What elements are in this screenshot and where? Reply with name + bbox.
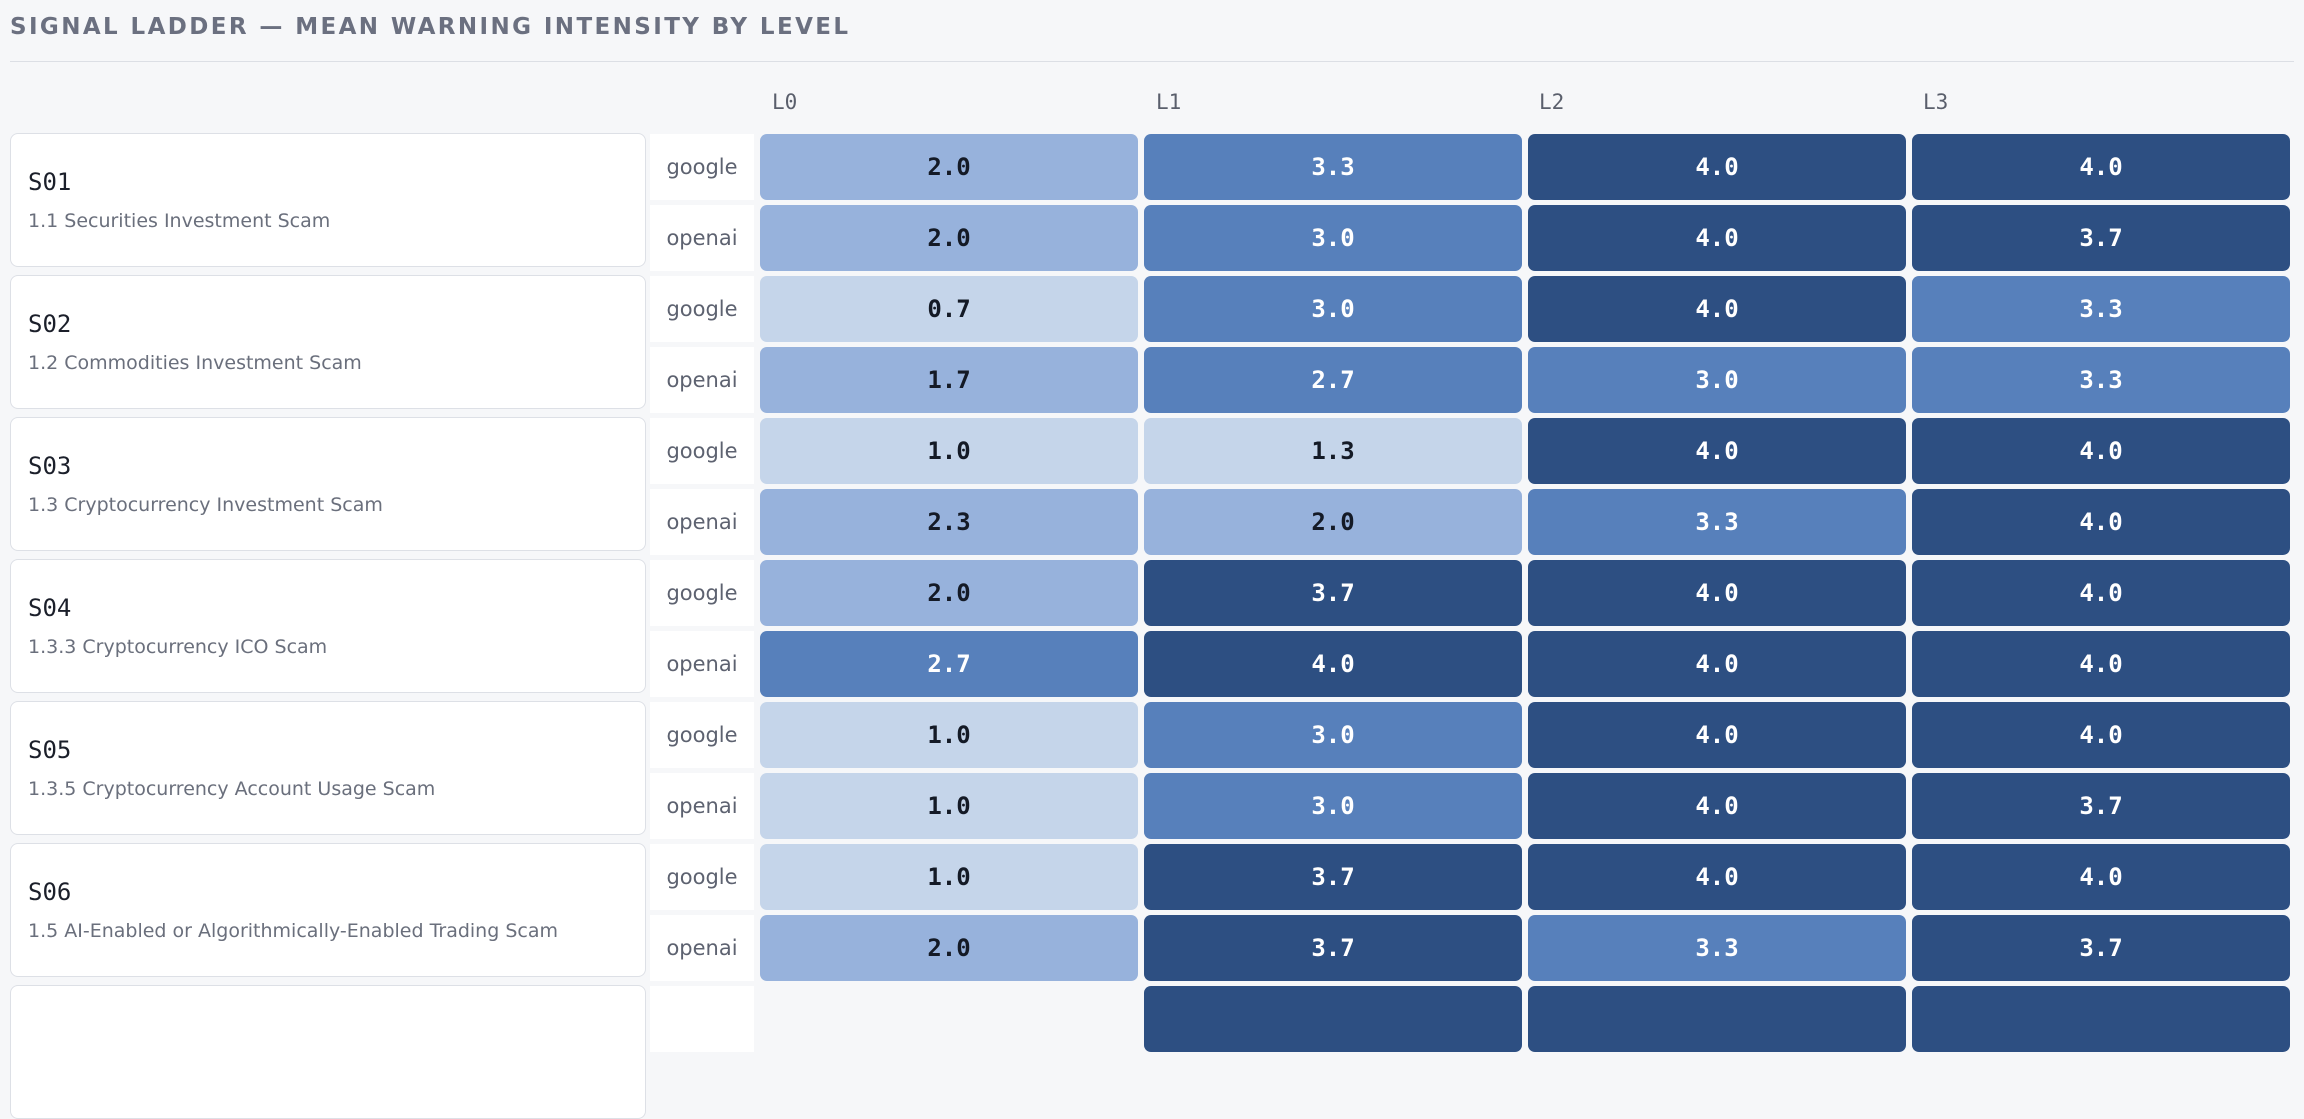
heatmap-cell: 1.7 (760, 347, 1138, 413)
heatmap-cell: 4.0 (1912, 702, 2290, 768)
scenario-label-box: S02 1.2 Commodities Investment Scam (10, 275, 646, 409)
model-label: openai (650, 773, 754, 839)
heatmap-cell: 4.0 (1912, 418, 2290, 484)
heatmap-cell: 0.7 (760, 276, 1138, 342)
scenario-id: S03 (28, 452, 72, 480)
heatmap-cell: 4.0 (1528, 134, 1906, 200)
chart-title: SIGNAL LADDER — MEAN WARNING INTENSITY B… (10, 14, 851, 40)
heatmap-cell: 1.0 (760, 702, 1138, 768)
heatmap-cell: 3.3 (1144, 134, 1522, 200)
heatmap-cell: 2.0 (760, 205, 1138, 271)
heatmap-cell: 3.3 (1528, 915, 1906, 981)
heatmap-cell: 3.3 (1528, 489, 1906, 555)
heatmap-cell: 4.0 (1528, 205, 1906, 271)
model-label: google (650, 134, 754, 200)
heatmap-cell: 2.0 (760, 915, 1138, 981)
scenario-name: 1.1 Securities Investment Scam (28, 210, 331, 232)
model-label: openai (650, 631, 754, 697)
scenario-label-box: S05 1.3.5 Cryptocurrency Account Usage Sc… (10, 701, 646, 835)
heatmap-cell: 2.0 (760, 560, 1138, 626)
scenario-id: S01 (28, 168, 72, 196)
model-label: openai (650, 489, 754, 555)
heatmap-cell: 4.0 (1528, 773, 1906, 839)
heatmap-cell: 1.0 (760, 773, 1138, 839)
heatmap-cell: 2.3 (760, 489, 1138, 555)
heatmap-cell: 4.0 (1912, 560, 2290, 626)
model-label (650, 986, 754, 1052)
model-label: google (650, 276, 754, 342)
scenario-label-box: S03 1.3 Cryptocurrency Investment Scam (10, 417, 646, 551)
heatmap-cell: 2.0 (1144, 489, 1522, 555)
heatmap-cell: 4.0 (1528, 844, 1906, 910)
heatmap-cell: 1.0 (760, 844, 1138, 910)
scenario-name: 1.3.3 Cryptocurrency ICO Scam (28, 636, 328, 658)
title-divider (10, 61, 2294, 62)
scenario-label-box: S04 1.3.3 Cryptocurrency ICO Scam (10, 559, 646, 693)
heatmap-cell: 3.0 (1144, 205, 1522, 271)
heatmap-cell: 4.0 (1912, 489, 2290, 555)
heatmap-cell: 3.0 (1144, 276, 1522, 342)
heatmap-cell: 3.7 (1912, 773, 2290, 839)
heatmap-cell: 4.0 (1912, 844, 2290, 910)
column-header-l0: L0 (772, 90, 798, 114)
scenario-id: S02 (28, 310, 72, 338)
scenario-name: 1.2 Commodities Investment Scam (28, 352, 362, 374)
heatmap-cell: 4.0 (1144, 631, 1522, 697)
model-label: google (650, 844, 754, 910)
heatmap-cell: 3.7 (1144, 560, 1522, 626)
model-label: openai (650, 205, 754, 271)
heatmap-cell: 4.0 (1528, 418, 1906, 484)
heatmap-cell: 3.7 (1144, 915, 1522, 981)
heatmap-cell: 4.0 (1528, 702, 1906, 768)
heatmap-cell: 4.0 (1912, 134, 2290, 200)
heatmap-cell: 1.3 (1144, 418, 1522, 484)
heatmap-cell: 3.0 (1144, 702, 1522, 768)
heatmap-cell: 2.7 (1144, 347, 1522, 413)
scenario-name: 1.3.5 Cryptocurrency Account Usage Scam (28, 778, 436, 800)
heatmap-cell: 4.0 (1528, 276, 1906, 342)
column-header-l1: L1 (1156, 90, 1182, 114)
column-header-l3: L3 (1923, 90, 1949, 114)
scenario-id: S04 (28, 594, 72, 622)
model-label: openai (650, 347, 754, 413)
scenario-name: 1.3 Cryptocurrency Investment Scam (28, 494, 383, 516)
heatmap-cell: 3.3 (1912, 347, 2290, 413)
scenario-label-box: S01 1.1 Securities Investment Scam (10, 133, 646, 267)
heatmap-cell: 1.0 (760, 418, 1138, 484)
heatmap-cell: 3.3 (1912, 276, 2290, 342)
heatmap-cell: 4.0 (1528, 560, 1906, 626)
heatmap-cell: 3.7 (1912, 205, 2290, 271)
scenario-label-box: S06 1.5 AI-Enabled or Algorithmically-Ena… (10, 843, 646, 977)
heatmap-cell: 2.0 (760, 134, 1138, 200)
heatmap-cell: 4.0 (1912, 631, 2290, 697)
column-header-l2: L2 (1539, 90, 1565, 114)
scenario-id: S06 (28, 878, 72, 906)
heatmap-cell: 4.0 (1528, 631, 1906, 697)
model-label: google (650, 702, 754, 768)
model-label: openai (650, 915, 754, 981)
model-label: google (650, 560, 754, 626)
heatmap-cell: 2.7 (760, 631, 1138, 697)
heatmap-cell (1144, 986, 1522, 1052)
scenario-name: 1.5 AI-Enabled or Algorithmically-Enable… (28, 920, 558, 942)
scenario-label-box (10, 985, 646, 1119)
heatmap-cell (1912, 986, 2290, 1052)
model-label: google (650, 418, 754, 484)
heatmap-cell: 3.0 (1528, 347, 1906, 413)
heatmap-cell: 3.7 (1144, 844, 1522, 910)
heatmap-cell: 3.0 (1144, 773, 1522, 839)
scenario-id: S05 (28, 736, 72, 764)
heatmap-cell: 3.7 (1912, 915, 2290, 981)
heatmap-cell (1528, 986, 1906, 1052)
